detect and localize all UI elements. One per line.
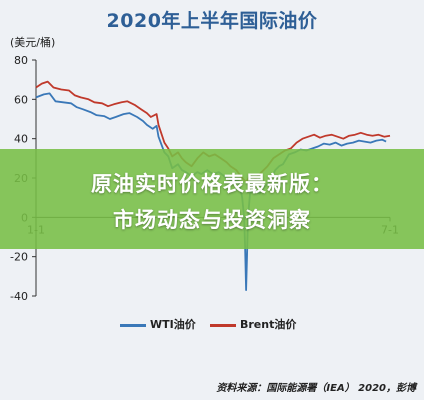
y-tick-label: 40 bbox=[14, 133, 28, 146]
legend-label-brent: Brent油价 bbox=[240, 318, 297, 331]
banner-headline-line-2: 市场动态与投资洞察 bbox=[113, 208, 311, 232]
legend-swatch-wti bbox=[120, 323, 146, 327]
banner-headline-line-1: 原油实时价格表最新版： bbox=[91, 172, 333, 196]
legend-swatch-brent bbox=[210, 323, 236, 327]
source-note: 资料来源：国际能源署（IEA） 2020，彭博 bbox=[216, 383, 416, 394]
chart-title: 2020年上半年国际油价 bbox=[106, 10, 318, 32]
legend-item-brent: Brent油价 bbox=[210, 316, 296, 332]
y-tick-label: 60 bbox=[14, 93, 28, 106]
y-unit-label: (美元/桶) bbox=[10, 36, 56, 49]
y-tick-label: -20 bbox=[10, 251, 28, 264]
legend-item-wti: WTI油价 bbox=[120, 316, 196, 332]
y-tick-label: -40 bbox=[10, 290, 28, 303]
y-tick-label: 80 bbox=[14, 54, 28, 67]
overlay-banner bbox=[0, 149, 424, 249]
legend-label-wti: WTI油价 bbox=[150, 318, 196, 331]
